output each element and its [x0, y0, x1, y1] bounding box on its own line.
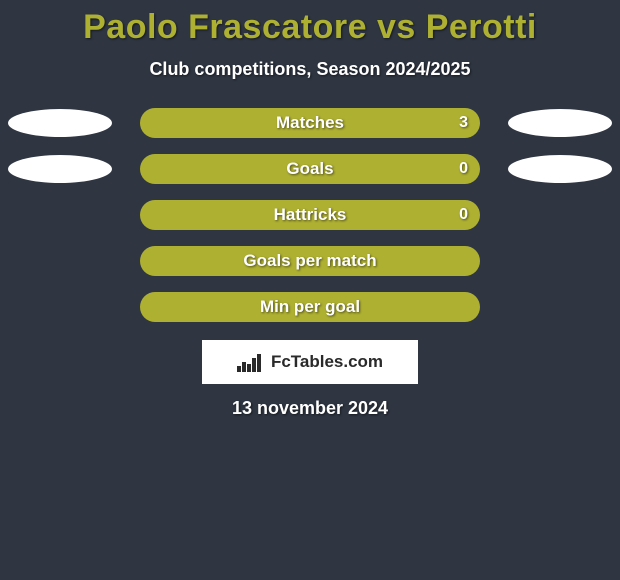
stat-row: Goals 0	[0, 154, 620, 184]
stat-row: Matches 3	[0, 108, 620, 138]
date-text: 13 november 2024	[0, 398, 620, 419]
stat-label: Goals per match	[243, 251, 376, 271]
stat-row: Goals per match	[0, 246, 620, 276]
stat-label: Goals	[286, 159, 333, 179]
page-subtitle: Club competitions, Season 2024/2025	[0, 59, 620, 80]
stat-rows: Matches 3 Goals 0 Hattricks 0 Goals per match M…	[0, 108, 620, 322]
stat-label: Matches	[276, 113, 344, 133]
stat-label: Min per goal	[260, 297, 360, 317]
stat-bar: Hattricks 0	[140, 200, 480, 230]
stat-bar: Matches 3	[140, 108, 480, 138]
comparison-card: Paolo Frascatore vs Perotti Club competi…	[0, 0, 620, 580]
stat-label: Hattricks	[274, 205, 347, 225]
chart-icon	[237, 352, 265, 372]
stat-bar: Goals 0	[140, 154, 480, 184]
stat-bar: Min per goal	[140, 292, 480, 322]
right-ellipse	[508, 109, 612, 137]
stat-value: 3	[459, 114, 468, 132]
logo-text: FcTables.com	[271, 352, 383, 372]
stat-bar: Goals per match	[140, 246, 480, 276]
stat-row: Min per goal	[0, 292, 620, 322]
right-ellipse	[508, 155, 612, 183]
left-ellipse	[8, 155, 112, 183]
stat-value: 0	[459, 206, 468, 224]
page-title: Paolo Frascatore vs Perotti	[0, 8, 620, 47]
left-ellipse	[8, 109, 112, 137]
stat-value: 0	[459, 160, 468, 178]
stat-row: Hattricks 0	[0, 200, 620, 230]
logo-box: FcTables.com	[202, 340, 418, 384]
